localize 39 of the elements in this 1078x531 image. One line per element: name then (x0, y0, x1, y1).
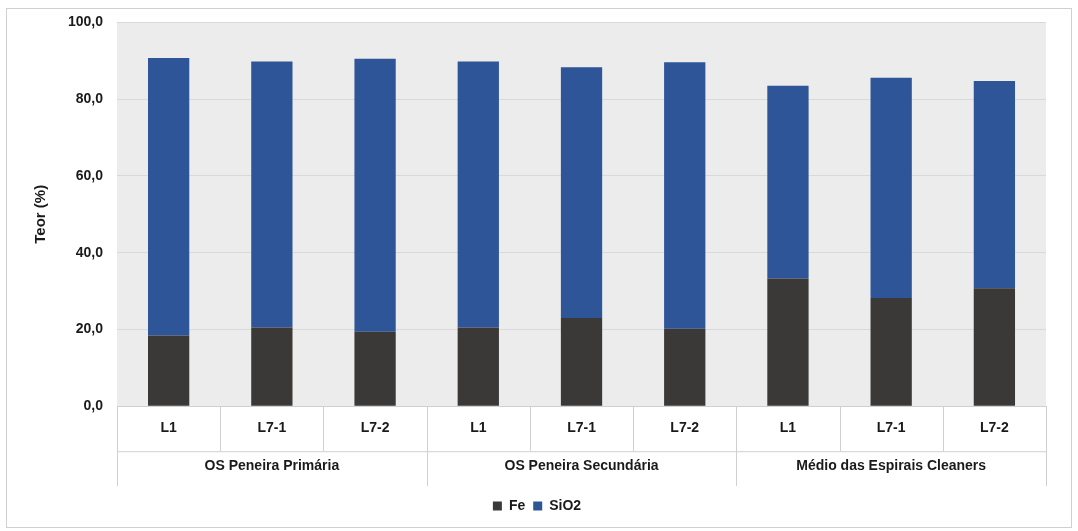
bar (251, 61, 293, 328)
bar (251, 327, 293, 406)
text: Médio das Espirais Cleaners (796, 457, 987, 474)
bar (457, 61, 499, 328)
bar (560, 317, 603, 406)
y-tick-label: 40,0 (75, 243, 104, 260)
legend-label: SiO2 (549, 496, 582, 513)
y-tick-label: 0,0 (83, 397, 104, 414)
bar (973, 288, 1016, 406)
x-tick-label: L7-2 (979, 419, 1009, 436)
x-tick-label: L7-1 (876, 419, 906, 436)
bar (870, 297, 912, 406)
bar (664, 62, 706, 329)
text: OS Peneira Secundária (504, 457, 659, 474)
bar (870, 77, 912, 298)
bar (148, 335, 190, 406)
bar (148, 58, 190, 336)
y-tick-label: 100,0 (67, 13, 104, 30)
legend-label: Fe (508, 496, 526, 513)
x-tick-label: L1 (779, 419, 797, 436)
bar (767, 278, 809, 406)
x-tick-label: L7-2 (360, 419, 390, 436)
x-tick-label: L7-1 (567, 419, 597, 436)
bar (767, 85, 809, 279)
bar (457, 327, 499, 406)
y-tick-label: 20,0 (75, 320, 104, 337)
x-tick-label: L7-2 (670, 419, 700, 436)
bar (354, 331, 396, 406)
y-tick-label: 80,0 (75, 90, 104, 107)
bar (354, 58, 396, 332)
x-tick-label: L1 (160, 419, 178, 436)
bar (560, 67, 603, 318)
bar (664, 328, 706, 406)
x-tick-label: L1 (470, 419, 487, 436)
y-axis-title: Teor (%) (31, 184, 49, 244)
x-tick-label: L7-1 (257, 419, 287, 436)
bar (973, 81, 1016, 289)
y-tick-label: 60,0 (75, 166, 104, 183)
text: OS Peneira Primária (204, 457, 340, 474)
